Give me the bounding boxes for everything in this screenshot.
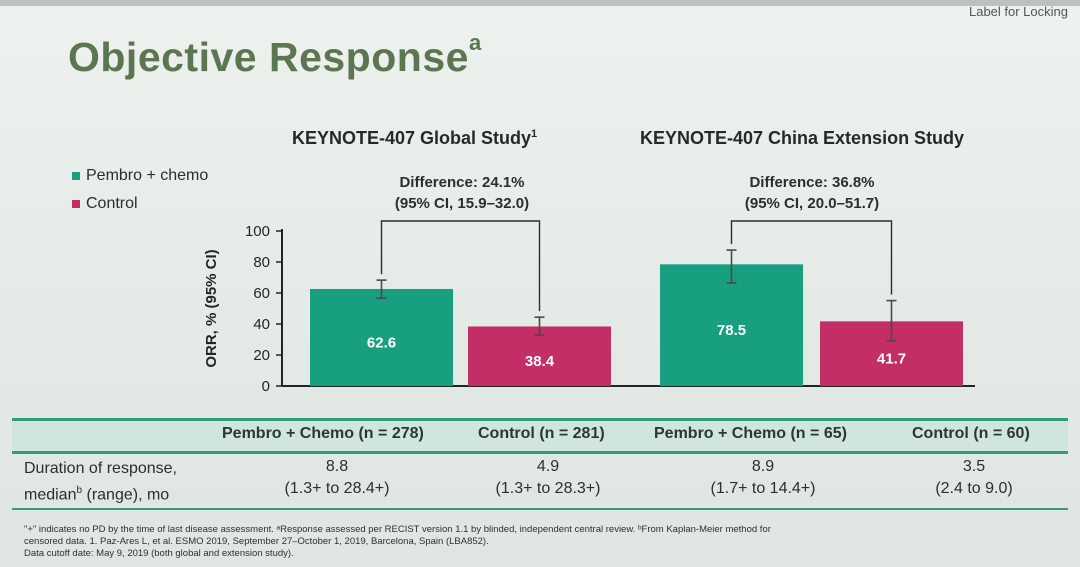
- row-label-line2: medianb (range), mo: [24, 480, 177, 506]
- table-cell-china-pembro: 8.9 (1.7+ to 14.4+): [688, 456, 838, 500]
- bar-value-label: 62.6: [367, 334, 396, 351]
- cell-median: 3.5: [962, 458, 986, 475]
- difference-global-value: Difference: 24.1%: [399, 174, 525, 191]
- y-tick-label: 40: [253, 316, 270, 333]
- cell-median: 4.9: [536, 458, 560, 475]
- label-for-locking: Label for Locking: [968, 4, 1068, 19]
- difference-china: Difference: 36.8% (95% CI, 20.0–51.7): [702, 172, 922, 214]
- difference-china-ci: (95% CI, 20.0–51.7): [744, 195, 880, 212]
- title-superscript: a: [468, 30, 482, 56]
- difference-global-ci: (95% CI, 15.9–32.0): [394, 195, 530, 212]
- bar-value-label: 38.4: [525, 353, 555, 370]
- table-row-label: Duration of response, medianb (range), m…: [24, 458, 177, 506]
- legend-label-control: Control: [86, 195, 138, 212]
- study-title-global: KEYNOTE-407 Global Study1: [292, 128, 537, 149]
- y-tick-label: 100: [245, 223, 270, 240]
- difference-bracket: [380, 220, 541, 312]
- table-header-band: [12, 418, 1068, 454]
- study-title-global-sup: 1: [531, 128, 538, 140]
- study-title-global-text: KEYNOTE-407 Global Study: [292, 128, 532, 148]
- table-header-global-pembro: Pembro + Chemo (n = 278): [222, 425, 424, 442]
- cell-median: 8.9: [751, 458, 775, 475]
- legend-item-control: Control: [72, 190, 208, 218]
- y-tick-label: 20: [253, 347, 270, 364]
- footnote-1: "+" indicates no PD by the time of last …: [24, 524, 771, 535]
- legend-swatch-control: [72, 200, 80, 208]
- row-label-sup: b: [76, 485, 83, 496]
- footnote-2: censored data. 1. Paz-Ares L, et al. ESM…: [24, 536, 489, 547]
- table-header-china-control: Control (n = 60): [912, 425, 1030, 442]
- y-tick-label: 0: [262, 378, 270, 395]
- row-label-line1: Duration of response,: [24, 460, 177, 477]
- difference-china-value: Difference: 36.8%: [749, 174, 875, 191]
- study-title-china-text: KEYNOTE-407 China Extension Study: [640, 128, 965, 148]
- legend-label-pembro: Pembro + chemo: [86, 167, 209, 184]
- bar-china-pembro: [660, 264, 803, 386]
- bar-global-pembro: [310, 288, 453, 386]
- bar-value-label: 78.5: [717, 322, 746, 339]
- page-title: Objective Responsea: [68, 30, 482, 81]
- bar-value-label: 41.7: [877, 351, 906, 368]
- table-header-global-control: Control (n = 281): [478, 425, 605, 442]
- difference-global: Difference: 24.1% (95% CI, 15.9–32.0): [352, 172, 572, 214]
- row-label-median: median: [24, 486, 77, 504]
- cell-range: (2.4 to 9.0): [935, 480, 1013, 497]
- footnote-3: Data cutoff date: May 9, 2019 (both glob…: [24, 548, 294, 559]
- row-label-rest: (range), mo: [82, 486, 170, 504]
- legend-swatch-pembro: [72, 172, 80, 180]
- title-text: Objective Response: [68, 34, 469, 80]
- cell-range: (1.3+ to 28.3+): [495, 480, 601, 497]
- legend-item-pembro: Pembro + chemo: [72, 162, 208, 190]
- table-bottom-rule: [12, 508, 1068, 510]
- cell-range: (1.7+ to 14.4+): [710, 480, 816, 497]
- y-axis-label: ORR, % (95% CI): [203, 249, 220, 367]
- difference-bracket: [730, 220, 893, 295]
- cell-range: (1.3+ to 28.4+): [284, 480, 390, 497]
- y-tick-label: 60: [253, 285, 270, 302]
- bar-global-control: [468, 326, 611, 386]
- table-cell-global-control: 4.9 (1.3+ to 28.3+): [473, 456, 623, 500]
- top-band: [0, 0, 1080, 6]
- table-cell-global-pembro: 8.8 (1.3+ to 28.4+): [262, 456, 412, 500]
- study-title-china: KEYNOTE-407 China Extension Study: [640, 128, 964, 149]
- chart-legend: Pembro + chemo Control: [72, 162, 208, 218]
- cell-median: 8.8: [325, 458, 349, 475]
- y-tick-label: 80: [253, 254, 270, 271]
- table-cell-china-control: 3.5 (2.4 to 9.0): [909, 456, 1039, 500]
- table-header-china-pembro: Pembro + Chemo (n = 65): [654, 425, 847, 442]
